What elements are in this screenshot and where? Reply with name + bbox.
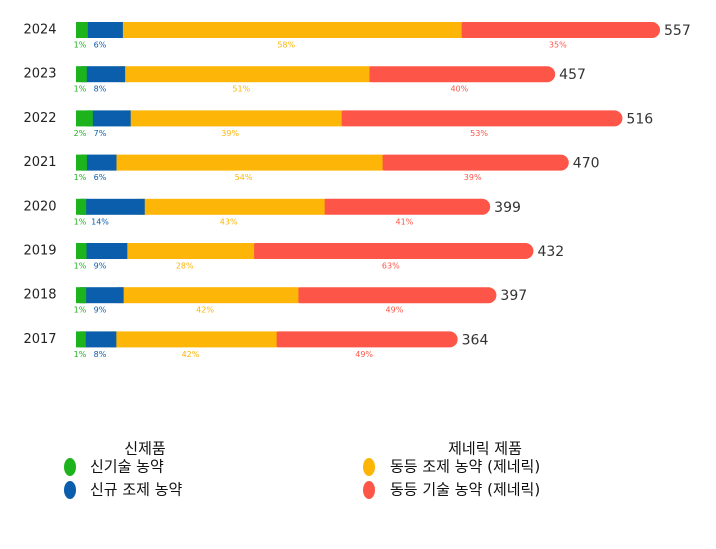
bar-segment [79, 331, 117, 348]
bar-segment [116, 22, 462, 38]
year-label: 2020 [23, 199, 56, 214]
bar-segment [376, 154, 569, 171]
total-label: 516 [626, 111, 653, 127]
bar-segment [121, 243, 255, 259]
percent-label: 43% [220, 217, 238, 226]
percent-label: 54% [235, 173, 253, 182]
bar-segment [110, 331, 277, 348]
legend-label: 신기술 농약 [90, 458, 164, 476]
percent-label: 58% [277, 41, 295, 50]
bar-segment [80, 287, 124, 304]
bar-segment [76, 198, 87, 215]
percent-label: 9% [94, 262, 107, 271]
bar-segment [138, 198, 325, 215]
total-label: 470 [573, 156, 600, 172]
percent-label: 1% [74, 217, 87, 226]
percent-label: 51% [232, 85, 250, 94]
percent-label: 6% [94, 173, 107, 182]
total-label: 432 [537, 244, 564, 260]
percent-label: 49% [355, 350, 373, 359]
bar-segment [119, 66, 370, 83]
percent-label: 42% [196, 306, 214, 315]
bar-segment [292, 287, 497, 304]
legend-swatch [64, 481, 76, 499]
percent-label: 53% [470, 129, 488, 138]
legend-label: 동등 기술 농약 (제네릭) [390, 481, 540, 499]
legend-swatch [363, 481, 375, 499]
total-label: 364 [462, 332, 489, 348]
percent-label: 49% [386, 306, 404, 315]
total-label: 397 [500, 288, 527, 304]
bar-segment [80, 66, 126, 83]
percent-label: 9% [94, 306, 107, 315]
year-label: 2018 [23, 288, 56, 303]
percent-label: 14% [91, 217, 109, 226]
bar-segment [110, 154, 383, 171]
percent-label: 1% [74, 85, 87, 94]
percent-label: 6% [94, 41, 107, 50]
percent-label: 1% [74, 306, 87, 315]
percent-label: 39% [464, 173, 482, 182]
bar-segment [80, 154, 117, 171]
year-label: 2022 [23, 111, 56, 126]
percent-label: 2% [74, 129, 87, 138]
legend-swatch [363, 458, 375, 476]
bar-segment [80, 198, 145, 215]
percent-label: 39% [221, 129, 239, 138]
bar-segment [76, 66, 87, 83]
bar-segment [117, 287, 299, 304]
percent-label: 1% [74, 262, 87, 271]
total-label: 557 [664, 23, 691, 39]
year-label: 2024 [23, 23, 56, 38]
percent-label: 1% [74, 41, 87, 50]
bar-segment [76, 287, 87, 304]
bar-segment [86, 110, 131, 127]
percent-label: 28% [176, 262, 194, 271]
bar-segment [455, 22, 661, 38]
bar-segment [81, 22, 123, 38]
bar-segment [76, 154, 87, 171]
legend-label: 동등 조제 농약 (제네릭) [390, 458, 540, 476]
percent-label: 8% [94, 350, 107, 359]
percent-label: 41% [396, 217, 414, 226]
percent-label: 40% [450, 85, 468, 94]
year-label: 2023 [23, 67, 56, 82]
bar-segment [248, 243, 534, 259]
legend-label: 신규 조제 농약 [90, 481, 183, 499]
percent-label: 63% [382, 262, 400, 271]
year-label: 2017 [23, 332, 56, 347]
percent-label: 1% [74, 173, 87, 182]
percent-label: 8% [94, 85, 107, 94]
total-label: 399 [494, 200, 521, 216]
legend-swatch [64, 458, 76, 476]
total-label: 457 [559, 67, 586, 83]
bar-segment [335, 110, 623, 127]
legend-group-title: 신제품 [124, 440, 165, 458]
bar-segment [76, 331, 86, 348]
bar-segment [270, 331, 458, 348]
bar-segment [363, 66, 556, 83]
year-label: 2019 [23, 244, 56, 259]
percent-label: 1% [74, 350, 87, 359]
percent-label: 7% [94, 129, 107, 138]
year-label: 2021 [23, 155, 56, 170]
bar-segment [76, 110, 93, 127]
percent-label: 42% [182, 350, 200, 359]
bar-segment [318, 198, 491, 215]
bar-segment [124, 110, 342, 127]
bar-segment [80, 243, 128, 259]
bar-segment [76, 243, 87, 259]
percent-label: 35% [549, 41, 567, 50]
legend-group-title: 제네릭 제품 [448, 440, 522, 458]
bar-segment [76, 22, 88, 38]
